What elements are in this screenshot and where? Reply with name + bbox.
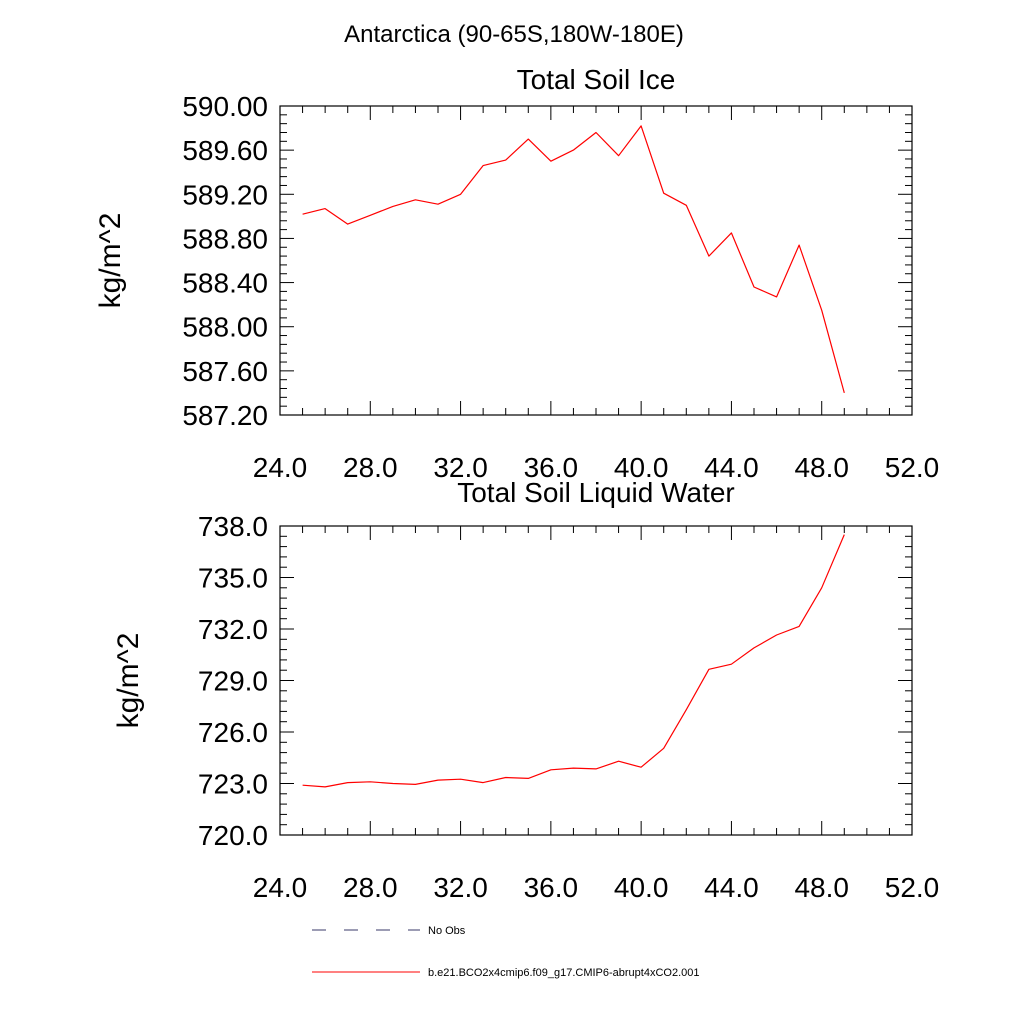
x-tick-label: 24.0 bbox=[253, 452, 308, 483]
y-tick-label: 726.0 bbox=[198, 717, 268, 748]
x-tick-label: 24.0 bbox=[253, 872, 308, 903]
y-tick-label: 723.0 bbox=[198, 769, 268, 800]
x-tick-label: 52.0 bbox=[885, 872, 940, 903]
legend: No Obs b.e21.BCO2x4cmip6.f09_g17.CMIP6-a… bbox=[312, 925, 700, 979]
panel-total-soil-liquid-water: Total Soil Liquid Water kg/m^2 24.0 28.0 3… bbox=[112, 477, 939, 903]
y-tick-label: 587.20 bbox=[182, 400, 268, 431]
y-tick-label: 729.0 bbox=[198, 666, 268, 697]
x-tick-label: 40.0 bbox=[614, 872, 669, 903]
x-tick-label: 40.0 bbox=[614, 452, 669, 483]
y-tick-label: 587.60 bbox=[182, 356, 268, 387]
x-tick-label: 48.0 bbox=[794, 452, 849, 483]
x-tick-label: 28.0 bbox=[343, 452, 398, 483]
y-axis-label: kg/m^2 bbox=[112, 633, 145, 729]
y-tick-label: 588.00 bbox=[182, 312, 268, 343]
y-tick-label: 589.60 bbox=[182, 135, 268, 166]
panel-total-soil-ice: Total Soil Ice kg/m^2 24.0 28.0 32.0 36.0 40… bbox=[94, 64, 939, 483]
y-axis-label: kg/m^2 bbox=[94, 213, 127, 309]
legend-label-no-obs: No Obs bbox=[428, 925, 466, 937]
y-tick-label: 732.0 bbox=[198, 614, 268, 645]
legend-label-model-run: b.e21.BCO2x4cmip6.f09_g17.CMIP6-abrupt4x… bbox=[428, 967, 700, 979]
x-tick-label: 48.0 bbox=[794, 872, 849, 903]
panel-title: Total Soil Liquid Water bbox=[457, 477, 735, 508]
y-tick-label: 738.0 bbox=[198, 511, 268, 542]
x-tick-label: 52.0 bbox=[885, 452, 940, 483]
y-tick-label: 588.40 bbox=[182, 268, 268, 299]
plot-frame bbox=[279, 105, 913, 416]
y-tick-label: 589.20 bbox=[182, 179, 268, 210]
x-tick-label: 28.0 bbox=[343, 872, 398, 903]
x-tick-label: 36.0 bbox=[524, 452, 579, 483]
y-tick-label: 590.00 bbox=[182, 91, 268, 122]
x-tick-label: 32.0 bbox=[433, 872, 488, 903]
x-tick-label: 32.0 bbox=[433, 452, 488, 483]
series-line-model-run bbox=[302, 534, 845, 788]
x-tick-label: 44.0 bbox=[704, 452, 759, 483]
x-tick-label: 36.0 bbox=[524, 872, 579, 903]
figure-suptitle: Antarctica (90-65S,180W-180E) bbox=[344, 21, 684, 48]
y-tick-label: 588.80 bbox=[182, 223, 268, 254]
x-tick-label: 44.0 bbox=[704, 872, 759, 903]
panel-title: Total Soil Ice bbox=[517, 64, 676, 95]
y-tick-label: 735.0 bbox=[198, 563, 268, 594]
y-tick-label: 720.0 bbox=[198, 820, 268, 851]
plot-frame bbox=[279, 525, 913, 836]
series-line-model-run bbox=[302, 125, 845, 394]
